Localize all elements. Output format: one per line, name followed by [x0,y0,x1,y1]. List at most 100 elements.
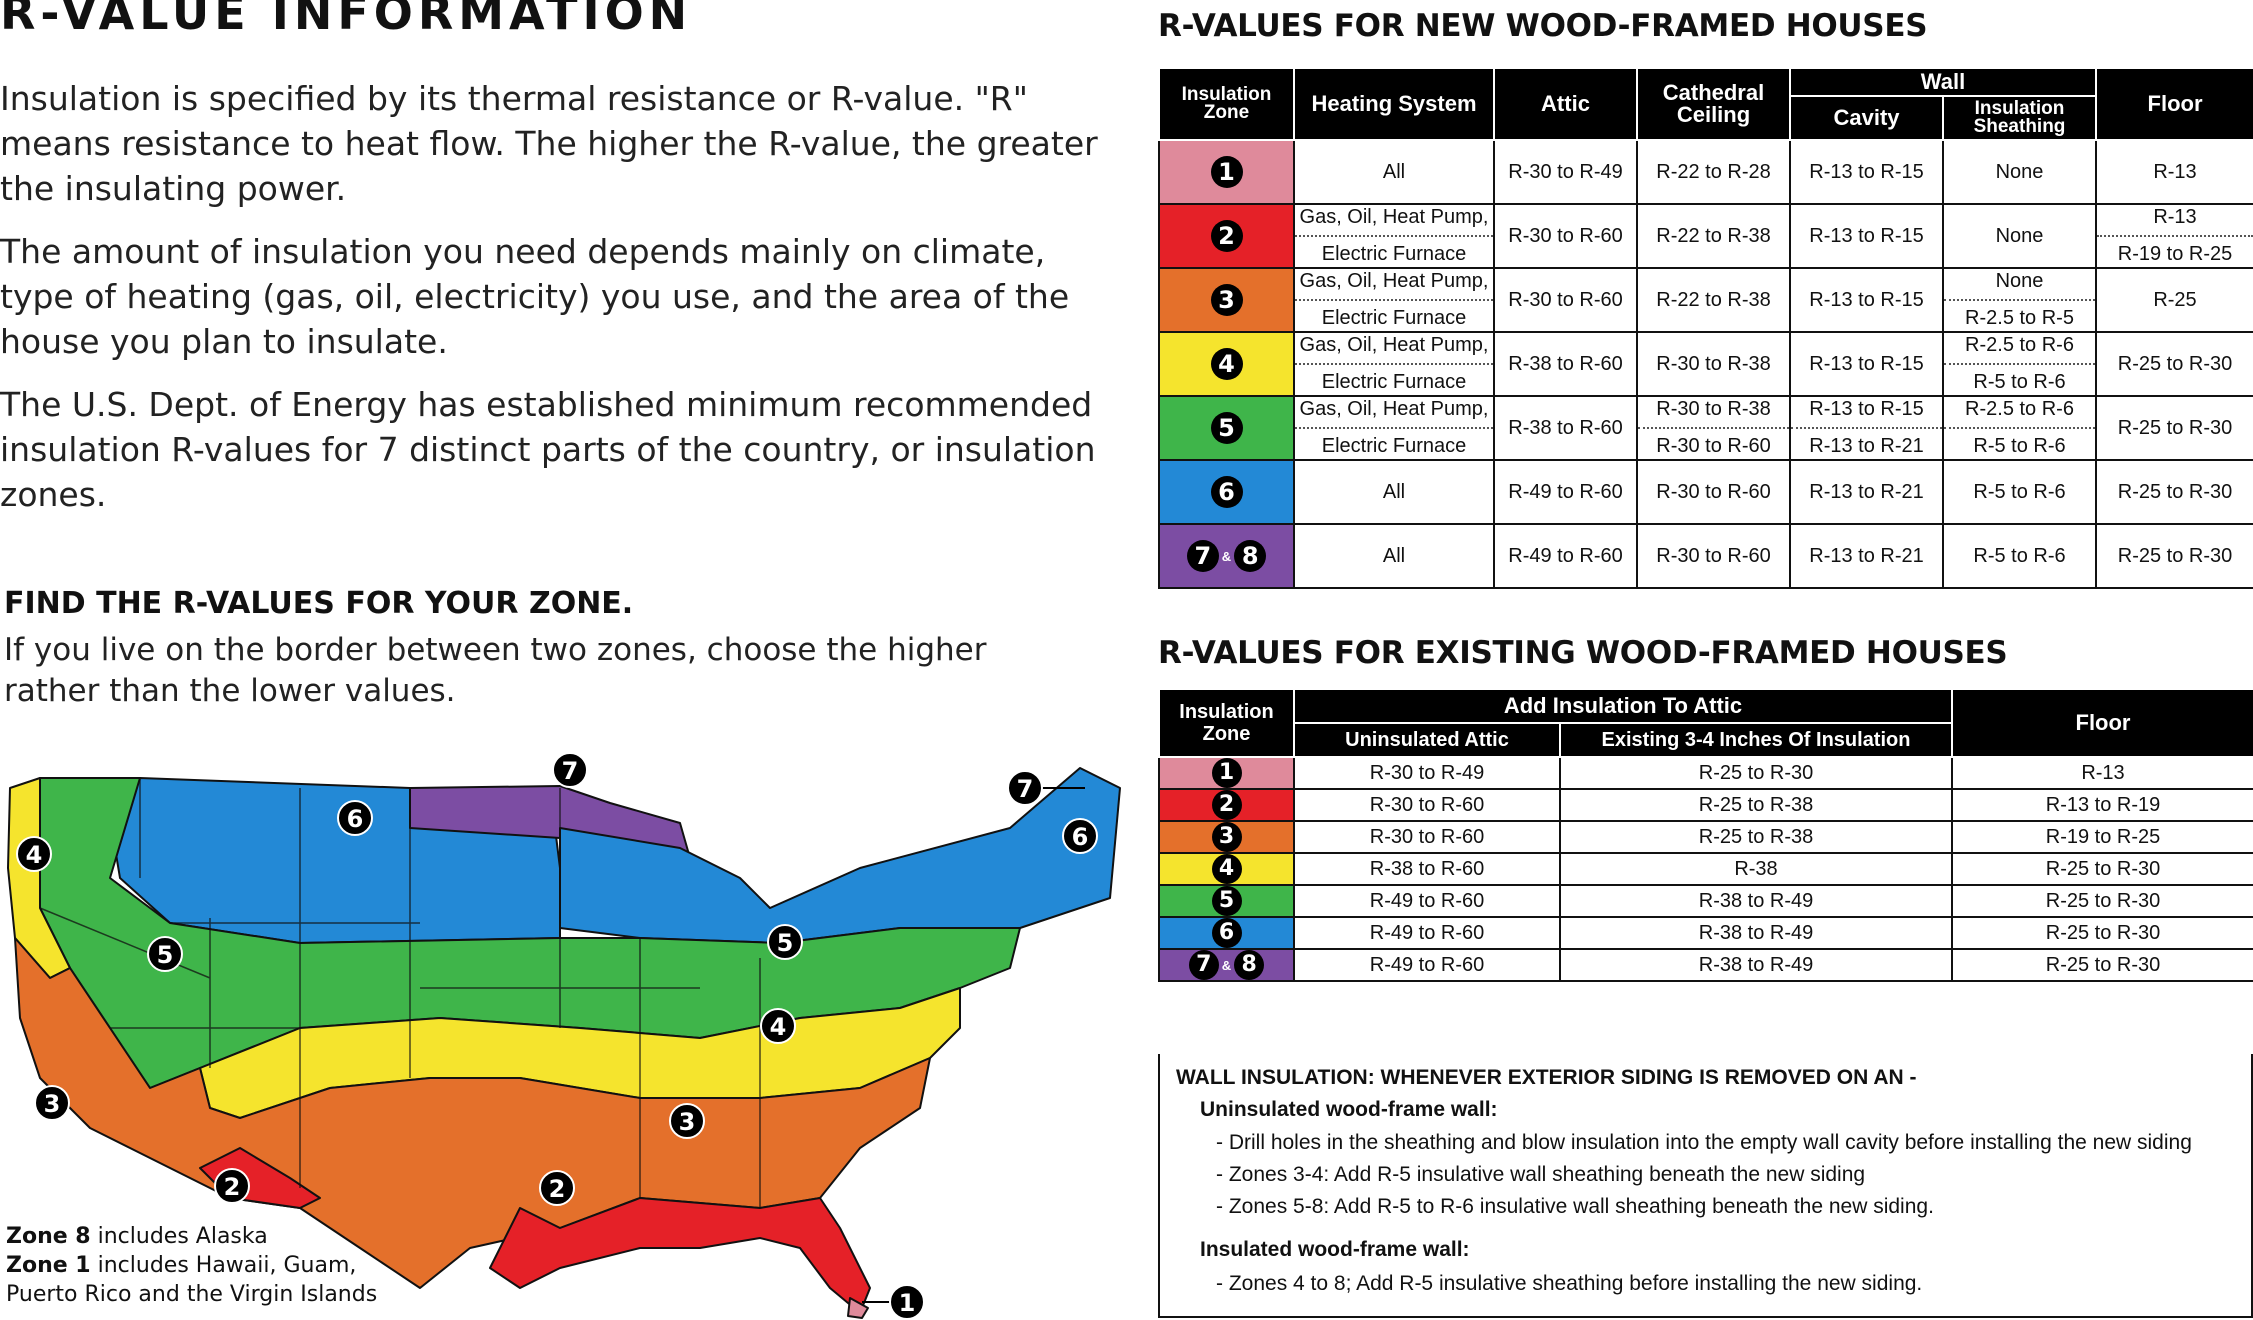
uninsulated-cell: R-49 to R-60 [1293,948,1561,982]
attic-cell: R-38 to R-60 [1493,331,1638,397]
header-add-attic: Add Insulation To Attic [1293,688,1953,724]
map-label-5-west: 5 [147,936,183,972]
svg-text:6: 6 [1072,823,1089,851]
svg-text:6: 6 [347,805,364,833]
zone-2-region-gulf [489,1197,871,1314]
map-label-4-east: 4 [760,1008,796,1044]
zone-number-badge: 5 [1211,886,1242,916]
zone-badge: 3 [1210,284,1243,316]
wall-item: - Drill holes in the sheathing and blow … [1216,1131,2192,1154]
zone-cell: 1 [1158,139,1295,205]
header-uninsulated: Uninsulated Attic [1293,722,1561,758]
sheathing-cell-value: None [1995,224,2044,247]
header-wall: Wall [1788,67,2098,97]
find-zone-heading: FIND THE R-VALUES FOR YOUR ZONE. [4,586,634,621]
floor-cell: R-13 [2095,139,2253,205]
zone-badge: 6 [1211,918,1242,948]
ampersand: & [1221,957,1232,973]
sheathing-cell: R-5 to R-6 [1941,523,2098,589]
new-houses-title: R-VALUES FOR NEW WOOD-FRAMED HOUSES [1158,8,1928,44]
svg-text:2: 2 [224,1173,241,1201]
zone-cell: 5 [1158,395,1295,461]
zone-number-badge: 5 [1210,412,1243,444]
zone-cell: 3 [1158,267,1295,333]
zone-badge: 7 & 8 [1186,540,1267,572]
floor-cell: R-13 R-19 to R-25 [2095,203,2253,269]
zone-number-badge: 8 [1234,950,1265,980]
existing-cell: R-38 to R-49 [1559,884,1953,918]
svg-text:1: 1 [899,1289,916,1317]
uninsulated-cell: R-49 to R-60 [1293,916,1561,950]
wall-item: - Zones 4 to 8; Add R-5 insulative sheat… [1216,1272,1923,1295]
cavity-cell-value: R-13 to R-15 [1809,288,1924,311]
map-label-2-west: 2 [214,1168,250,1204]
floor-cell: R-25 to R-30 [2095,523,2253,589]
heating-cell: All [1293,459,1495,525]
left-column: R-VALUE INFORMATION Insulation is specif… [0,0,1121,1320]
zone-badge: 4 [1211,854,1242,884]
uninsulated-wall-title: Uninsulated wood-frame wall: [1200,1098,1498,1121]
new-houses-table: Insulation Zone Heating System Attic Cat… [1158,67,2253,589]
header-zone: Insulation Zone [1158,67,1295,141]
svg-text:7: 7 [562,757,579,785]
table-row: 5 R-49 to R-60 R-38 to R-49 R-25 to R-30 [1158,884,2253,918]
table-row: 2 R-30 to R-60 R-25 to R-38 R-13 to R-19 [1158,788,2253,822]
zone-badge: 5 [1211,886,1242,916]
cavity-cell: R-13 to R-15 R-13 to R-21 [1789,395,1944,461]
existing-cell: R-38 to R-49 [1559,948,1953,982]
page-title: R-VALUE INFORMATION [0,0,693,40]
existing-cell: R-25 to R-30 [1559,756,1953,790]
table-row: 6 All R-49 to R-60 R-30 to R-60 R-13 to R-21… [1158,459,2253,525]
floor-cell: R-25 to R-30 [1951,916,2253,950]
cavity-cell: R-13 to R-15 [1789,267,1944,333]
header-cathedral: Cathedral Ceiling [1636,67,1791,141]
existing-houses-body: 1 R-30 to R-49 R-25 to R-30 R-13 2 R-30 to R-… [1158,756,2253,982]
wall-item: - Zones 3-4: Add R-5 insulative wall she… [1216,1163,1866,1186]
us-map-graphic: 7 7 6 6 4 [7,752,1121,1320]
sheathing-cell-value: R-2.5 to R-6 [1944,398,2096,429]
uninsulated-cell: R-30 to R-60 [1293,820,1561,854]
cathedral-cell-value: R-30 to R-60 [1656,435,1771,457]
svg-text:5: 5 [777,929,794,957]
zone-number-badge: 7 [1186,540,1219,572]
cathedral-cell: R-30 to R-60 [1636,523,1791,589]
heating-cell-value: Electric Furnace [1321,435,1467,457]
zone-cell: 4 [1158,331,1295,397]
intro-paragraph: The amount of insulation you need depend… [0,232,1070,361]
table-row: 6 R-49 to R-60 R-38 to R-49 R-25 to R-30 [1158,916,2253,950]
sheathing-cell: R-2.5 to R-6 R-5 to R-6 [1941,331,2098,397]
sheathing-cell-value: R-5 to R-6 [1973,544,2066,567]
floor-cell-value: R-19 to R-25 [2117,243,2233,265]
zone-number-badge: 2 [1211,790,1242,820]
zone-badge: 5 [1210,412,1243,444]
floor-cell: R-25 to R-30 [1951,852,2253,886]
heating-cell-value: Gas, Oil, Heat Pump, [1295,334,1493,365]
cathedral-cell-value: R-30 to R-38 [1656,352,1771,375]
floor-cell-value: R-25 to R-30 [2117,416,2233,439]
floor-cell-value: R-13 [2097,206,2253,237]
existing-cell: R-38 to R-49 [1559,916,1953,950]
heating-cell-value: Electric Furnace [1321,243,1467,265]
map-label-7-ne: 7 [1007,770,1085,806]
map-label-6-west: 6 [337,800,373,836]
cavity-cell: R-13 to R-15 [1789,203,1944,269]
cavity-cell: R-13 to R-21 [1789,459,1944,525]
heating-cell-value: Gas, Oil, Heat Pump, [1295,398,1493,429]
cathedral-cell-value: R-30 to R-38 [1638,398,1789,429]
header-existing: Existing 3-4 Inches Of Insulation [1559,722,1953,758]
sheathing-cell: None R-2.5 to R-5 [1941,267,2098,333]
attic-cell: R-30 to R-60 [1493,203,1638,269]
wall-heading: WALL INSULATION: WHENEVER EXTERIOR SIDIN… [1176,1066,1917,1089]
existing-houses-title: R-VALUES FOR EXISTING WOOD-FRAMED HOUSES [1158,635,2008,671]
sheathing-cell-value: R-5 to R-6 [1973,480,2066,503]
sheathing-cell-value: R-2.5 to R-6 [1944,334,2096,365]
floor-cell: R-13 to R-19 [1951,788,2253,822]
cathedral-cell-value: R-30 to R-60 [1656,480,1771,503]
attic-cell: R-38 to R-60 [1493,395,1638,461]
cathedral-cell-value: R-30 to R-60 [1656,544,1771,567]
floor-cell: R-13 [1951,756,2253,790]
header-attic: Attic [1493,67,1638,141]
table-row: 1 R-30 to R-49 R-25 to R-30 R-13 [1158,756,2253,790]
floor-cell: R-25 to R-30 [2095,459,2253,525]
zone-cell: 2 [1158,788,1295,822]
